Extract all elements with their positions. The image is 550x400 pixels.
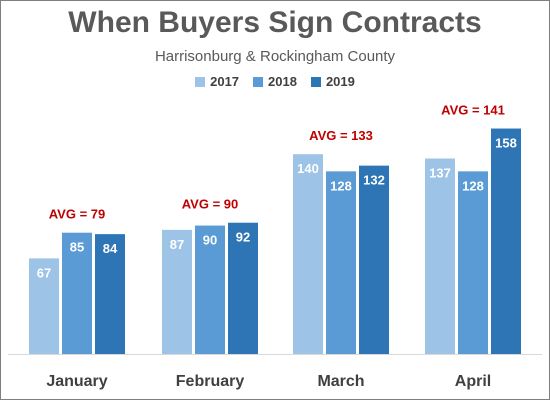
bar-april-2018 xyxy=(458,171,488,354)
category-label-april: April xyxy=(455,373,491,390)
category-label-january: January xyxy=(46,373,107,390)
annotation-march: AVG = 133 xyxy=(309,128,373,143)
data-label-april-2017: 137 xyxy=(429,166,451,181)
annotation-january: AVG = 79 xyxy=(49,207,105,222)
legend-item-2018: 2018 xyxy=(253,74,297,89)
legend-label-2018: 2018 xyxy=(268,74,297,89)
bar-february-2018 xyxy=(195,225,225,354)
annotation-april: AVG = 141 xyxy=(441,103,505,118)
bar-february-2017 xyxy=(162,229,192,354)
bar-february-2019 xyxy=(228,222,258,354)
chart-title: When Buyers Sign Contracts xyxy=(68,6,482,39)
bar-march-2018 xyxy=(326,171,356,354)
data-label-january-2019: 84 xyxy=(103,241,118,256)
legend-item-2019: 2019 xyxy=(310,74,355,89)
bar-january-2018 xyxy=(62,232,92,354)
legend-swatch-2019 xyxy=(310,76,321,87)
data-label-january-2018: 85 xyxy=(70,240,84,255)
chart-legend: 2017 2018 2019 xyxy=(0,74,550,89)
data-label-february-2018: 90 xyxy=(203,233,217,248)
data-label-april-2018: 128 xyxy=(462,178,484,193)
legend-swatch-2018 xyxy=(253,76,264,87)
chart-subtitle: Harrisonburg & Rockingham County xyxy=(154,48,396,65)
data-label-february-2017: 87 xyxy=(170,237,184,252)
legend-item-2017: 2017 xyxy=(195,74,239,89)
data-label-march-2017: 140 xyxy=(297,161,319,176)
data-label-march-2019: 132 xyxy=(363,173,385,188)
legend-label-2017: 2017 xyxy=(210,74,240,89)
bar-march-2019 xyxy=(359,165,389,354)
bar-april-2019 xyxy=(491,128,521,354)
category-label-february: February xyxy=(176,373,245,390)
bar-march-2017 xyxy=(293,154,323,354)
annotation-february: AVG = 90 xyxy=(182,197,238,212)
data-label-january-2017: 67 xyxy=(37,265,51,280)
legend-swatch-2017 xyxy=(195,76,206,87)
data-label-february-2019: 92 xyxy=(236,230,250,245)
legend-label-2019: 2019 xyxy=(325,74,355,89)
category-label-march: March xyxy=(317,373,364,390)
bar-january-2017 xyxy=(29,258,59,354)
bar-january-2019 xyxy=(95,234,125,354)
data-label-march-2018: 128 xyxy=(330,178,352,193)
bar-april-2017 xyxy=(425,158,455,354)
data-label-april-2019: 158 xyxy=(495,136,517,151)
